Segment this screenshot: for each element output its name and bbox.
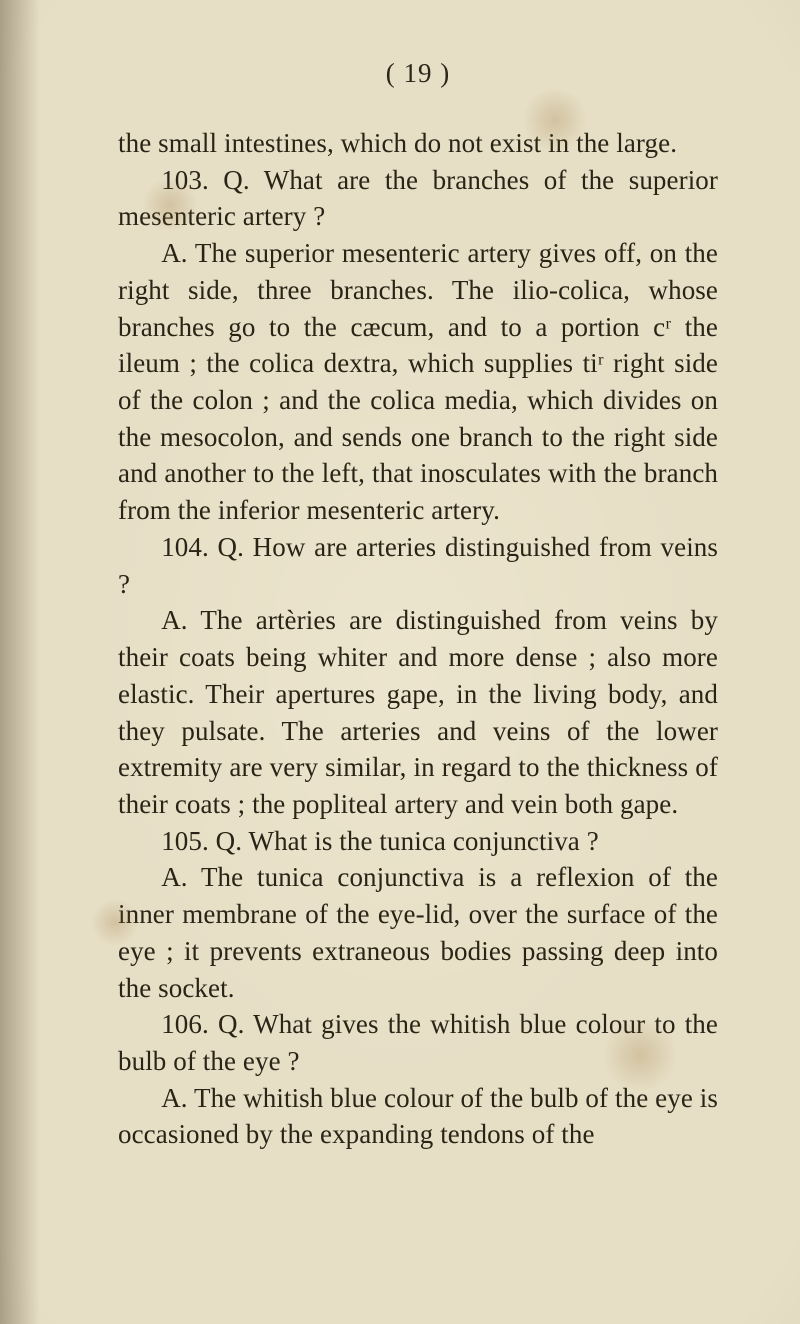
scanned-page: ( 19 ) the small intestines, which do no… (0, 0, 800, 1324)
binding-shadow (0, 0, 40, 1324)
paragraph: 103. Q. What are the branches of the sup… (118, 162, 718, 235)
paragraph: A. The artèries are distinguished from v… (118, 602, 718, 822)
paragraph: 105. Q. What is the tunica conjunctiva ? (118, 823, 718, 860)
paragraph: the small intestines, which do not exist… (118, 125, 718, 162)
body-text: the small intestines, which do not exist… (118, 125, 718, 1153)
paragraph: A. The whitish blue colour of the bulb o… (118, 1080, 718, 1153)
paragraph: 106. Q. What gives the whitish blue colo… (118, 1006, 718, 1079)
paragraph: 104. Q. How are arteries distinguished f… (118, 529, 718, 602)
page-number: ( 19 ) (118, 58, 718, 89)
paragraph: A. The superior mesenteric artery gives … (118, 235, 718, 529)
paragraph: A. The tunica conjunctiva is a reflexion… (118, 859, 718, 1006)
